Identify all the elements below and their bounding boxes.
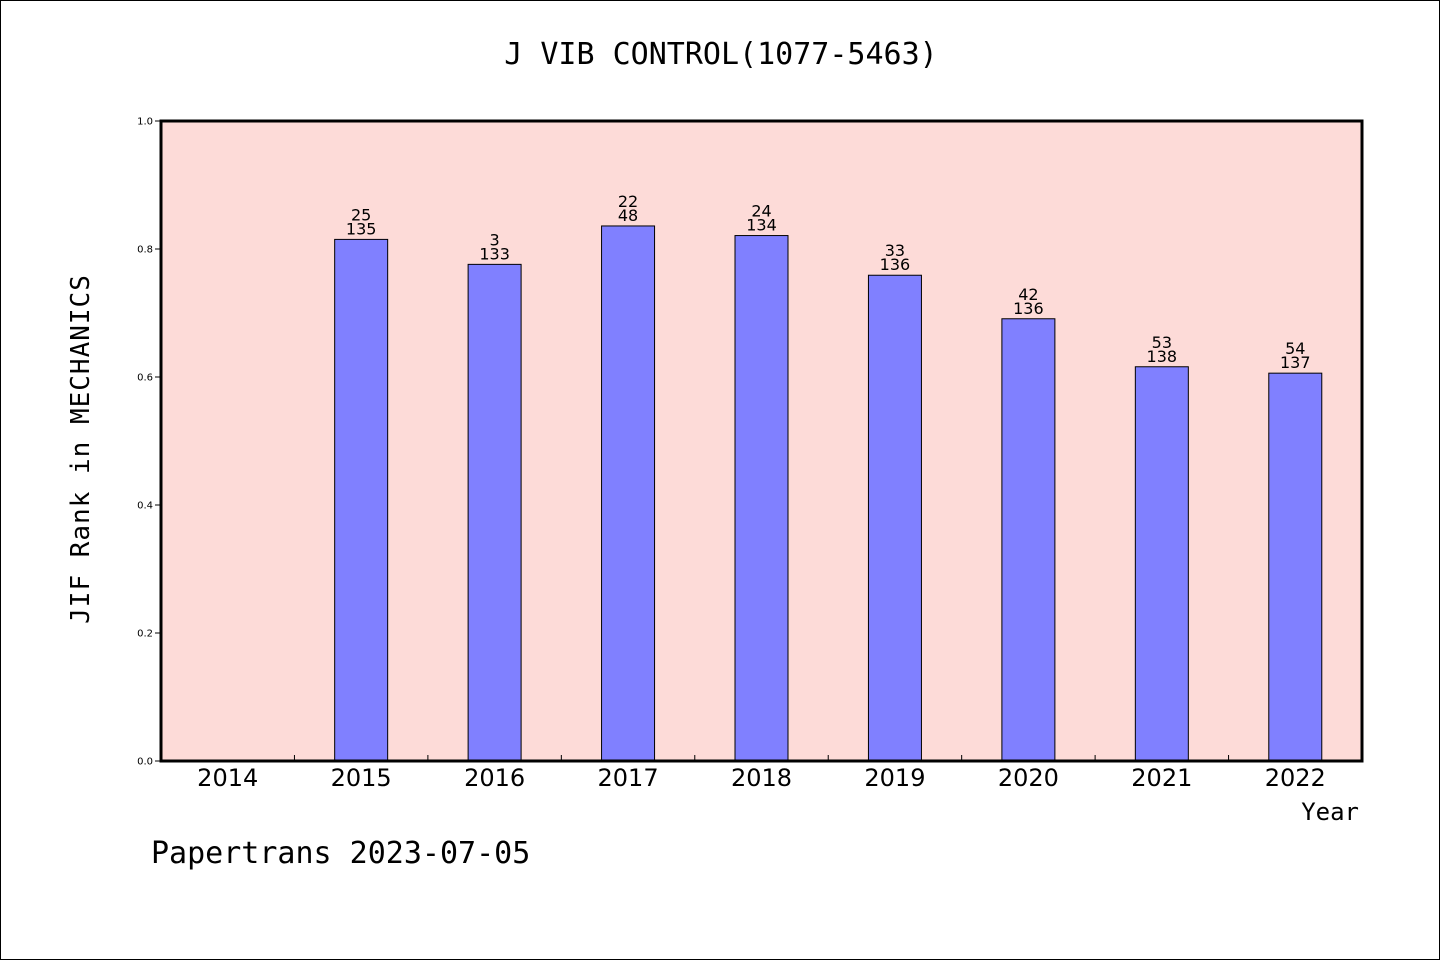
x-tick-label: 2015 <box>331 764 392 792</box>
x-tick-label: 2016 <box>464 764 525 792</box>
data-label-total: 136 <box>880 255 911 274</box>
data-label-total: 135 <box>346 219 377 238</box>
data-label-rank: 54 <box>1285 339 1305 358</box>
x-tick-label: 2014 <box>197 764 258 792</box>
x-axis-label: Year <box>1301 798 1359 826</box>
y-tick-label: 1.0 <box>137 117 153 128</box>
data-label-total: 48 <box>618 206 638 225</box>
bar <box>601 225 656 762</box>
bar <box>1268 372 1323 762</box>
data-label-rank: 42 <box>1018 285 1038 304</box>
data-label-total: 133 <box>479 244 510 263</box>
bar <box>867 274 922 762</box>
data-label-rank: 22 <box>618 192 638 211</box>
chart-title: J VIB CONTROL(1077-5463) <box>504 37 938 72</box>
data-label-total: 134 <box>746 216 777 235</box>
x-tick-label: 2020 <box>998 764 1059 792</box>
y-tick-label: 0.6 <box>137 373 153 384</box>
bar <box>734 235 789 762</box>
data-label-rank: 53 <box>1152 333 1172 352</box>
data-label-total: 136 <box>1013 299 1044 318</box>
x-tick-label: 2017 <box>598 764 659 792</box>
x-tick-label: 2019 <box>864 764 925 792</box>
y-tick-label: 0.2 <box>137 629 153 640</box>
y-tick-label: 0.0 <box>137 757 153 768</box>
y-tick-label: 0.8 <box>137 245 153 256</box>
data-label-rank: 24 <box>751 202 771 221</box>
y-tick-label: 0.4 <box>137 501 153 512</box>
x-tick-label: 2022 <box>1265 764 1326 792</box>
footer-credit: Papertrans 2023-07-05 <box>151 836 531 871</box>
data-label-total: 138 <box>1147 347 1178 366</box>
bar <box>467 263 522 762</box>
data-label-rank: 25 <box>351 205 371 224</box>
data-label-rank: 33 <box>885 241 905 260</box>
bar <box>334 238 389 762</box>
bar <box>1134 366 1189 762</box>
plot-border <box>159 119 1364 763</box>
data-label-rank: 3 <box>490 230 500 249</box>
x-tick-label: 2021 <box>1131 764 1192 792</box>
x-tick-label: 2018 <box>731 764 792 792</box>
data-label-total: 137 <box>1280 353 1311 372</box>
bar <box>1001 318 1056 762</box>
